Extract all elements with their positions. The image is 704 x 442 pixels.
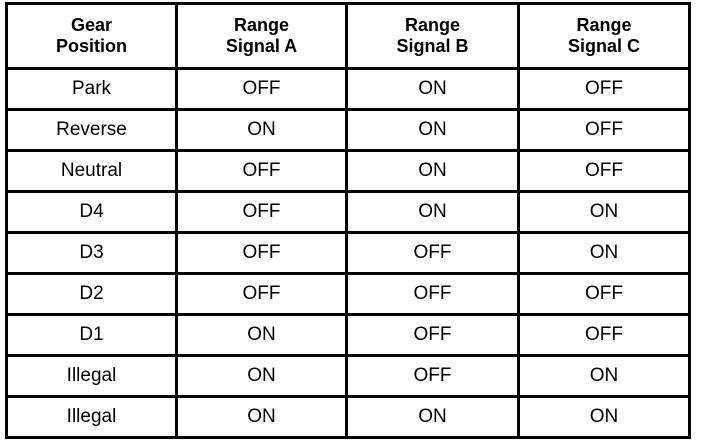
table-row: Neutral OFF ON OFF — [5, 149, 691, 193]
signal-c-cell: ON — [517, 190, 691, 234]
signal-b-cell: ON — [345, 190, 520, 234]
gear-position-cell: D2 — [5, 272, 178, 316]
gear-position-cell: D4 — [5, 190, 178, 234]
signal-c-cell: OFF — [517, 149, 691, 193]
header-line: Range — [404, 15, 460, 35]
header-line: Gear — [70, 15, 113, 35]
signal-a-cell: ON — [175, 395, 348, 439]
gear-position-cell: Neutral — [5, 149, 178, 193]
gear-position-cell: Illegal — [5, 395, 178, 439]
signal-b-cell: OFF — [345, 272, 520, 316]
gear-range-signal-table: Gear Position Range Signal A Range Signal B… — [5, 2, 691, 439]
signal-a-cell: OFF — [175, 231, 348, 275]
header-line: Signal C — [567, 36, 640, 56]
header-gear-position: Gear Position — [5, 2, 178, 70]
header-line: Signal B — [396, 36, 469, 56]
signal-a-cell: OFF — [175, 149, 348, 193]
table-row: D2 OFF OFF OFF — [5, 272, 691, 316]
header-line: Range — [576, 15, 632, 35]
table-row: Park OFF ON OFF — [5, 67, 691, 111]
gear-position-cell: D3 — [5, 231, 178, 275]
signal-b-cell: OFF — [345, 231, 520, 275]
signal-c-cell: OFF — [517, 108, 691, 152]
gear-position-cell: Illegal — [5, 354, 178, 398]
signal-a-cell: ON — [175, 354, 348, 398]
signal-b-cell: OFF — [345, 354, 520, 398]
header-range-signal-a: Range Signal A — [175, 2, 348, 70]
signal-b-cell: OFF — [345, 313, 520, 357]
header-range-signal-b: Range Signal B — [345, 2, 520, 70]
signal-a-cell: OFF — [175, 190, 348, 234]
signal-c-cell: ON — [517, 354, 691, 398]
signal-a-cell: ON — [175, 313, 348, 357]
signal-c-cell: ON — [517, 395, 691, 439]
signal-a-cell: OFF — [175, 272, 348, 316]
gear-position-cell: Reverse — [5, 108, 178, 152]
table-row: Reverse ON ON OFF — [5, 108, 691, 152]
signal-c-cell: OFF — [517, 272, 691, 316]
header-line: Range — [233, 15, 289, 35]
signal-c-cell: OFF — [517, 67, 691, 111]
table-row: Illegal ON ON ON — [5, 395, 691, 439]
signal-b-cell: ON — [345, 395, 520, 439]
signal-b-cell: ON — [345, 108, 520, 152]
signal-a-cell: OFF — [175, 67, 348, 111]
signal-b-cell: ON — [345, 149, 520, 193]
header-range-signal-c: Range Signal C — [517, 2, 691, 70]
table-row: Illegal ON OFF ON — [5, 354, 691, 398]
header-line: Signal A — [225, 36, 298, 56]
header-row: Gear Position Range Signal A Range Signal B… — [5, 2, 691, 70]
signal-a-cell: ON — [175, 108, 348, 152]
signal-c-cell: ON — [517, 231, 691, 275]
table-row: D4 OFF ON ON — [5, 190, 691, 234]
header-line: Position — [56, 36, 127, 56]
signal-c-cell: OFF — [517, 313, 691, 357]
gear-position-cell: D1 — [5, 313, 178, 357]
signal-b-cell: ON — [345, 67, 520, 111]
table-row: D1 ON OFF OFF — [5, 313, 691, 357]
gear-position-cell: Park — [5, 67, 178, 111]
table-row: D3 OFF OFF ON — [5, 231, 691, 275]
